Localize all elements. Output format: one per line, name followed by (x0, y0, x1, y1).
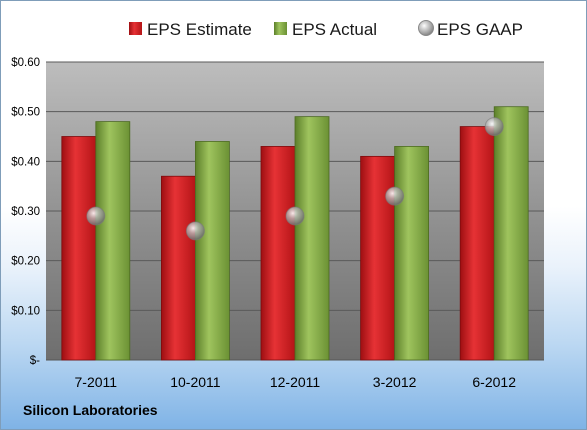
legend-label: EPS Estimate (147, 20, 252, 39)
y-tick-label: $0.50 (11, 107, 40, 119)
actual-bar (95, 121, 131, 361)
legend-swatch (129, 22, 142, 35)
legend-marker (418, 20, 434, 36)
estimate-bar (260, 146, 296, 361)
estimate-bar (160, 175, 196, 361)
y-tick-label: $0.10 (11, 305, 40, 317)
y-tick-label: $0.40 (11, 156, 40, 168)
bars (61, 106, 529, 361)
actual-bar (493, 106, 529, 361)
gaap-marker (185, 221, 205, 241)
estimate-bar (360, 155, 396, 361)
gaap-marker (285, 206, 305, 226)
legend-label: EPS Actual (292, 20, 377, 39)
x-tick-label: 6-2012 (472, 374, 516, 390)
legend: EPS Estimate EPS Actual EPS GAAP (129, 20, 523, 39)
legend-swatch (274, 22, 287, 35)
gaap-markers (86, 117, 504, 241)
x-tick-label: 3-2012 (373, 374, 417, 390)
company-name: Silicon Laboratories (23, 402, 158, 418)
gaap-marker (484, 117, 504, 137)
x-axis-ticks: 7-2011 10-2011 12-2011 3-2012 6-2012 (75, 374, 517, 390)
actual-bar (194, 141, 230, 361)
gaap-marker (86, 206, 106, 226)
x-tick-label: 7-2011 (75, 374, 118, 390)
gaap-marker (385, 186, 405, 206)
actual-bar (394, 146, 430, 361)
legend-label: EPS GAAP (437, 20, 523, 39)
actual-bar (294, 116, 330, 361)
y-tick-label: $0.60 (11, 57, 40, 69)
y-tick-label: $0.30 (11, 206, 40, 218)
x-tick-label: 10-2011 (170, 374, 221, 390)
y-axis-ticks: $- $0.10 $0.20 $0.30 $0.40 $0.50 $0.60 (11, 57, 40, 367)
y-tick-label: $0.20 (11, 256, 40, 268)
x-tick-label: 12-2011 (270, 374, 321, 390)
estimate-bar (61, 136, 97, 361)
y-tick-label: $- (30, 355, 40, 367)
estimate-bar (459, 126, 495, 361)
